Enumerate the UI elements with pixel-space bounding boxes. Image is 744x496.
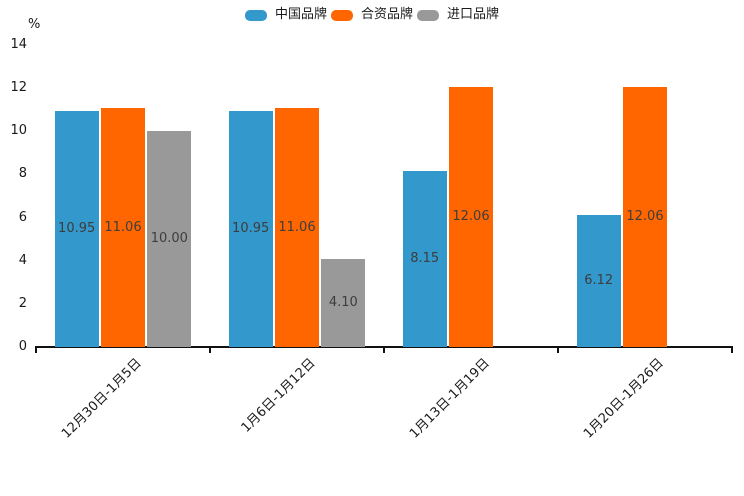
bar-value-label: 10.95 bbox=[232, 220, 270, 236]
y-axis-unit-label: % bbox=[28, 17, 41, 32]
bar-series0-cat1 bbox=[228, 110, 273, 347]
bar-series2-cat0 bbox=[147, 131, 192, 347]
x-tick-mark bbox=[557, 348, 559, 353]
legend-swatch-icon bbox=[244, 9, 267, 21]
legend-item-1[interactable]: 合资品牌 bbox=[329, 6, 415, 24]
bar-value-label: 11.06 bbox=[104, 219, 142, 235]
x-tick-mark bbox=[731, 348, 733, 353]
y-tick-label: 14 bbox=[10, 37, 27, 52]
y-tick-label: 4 bbox=[18, 252, 27, 268]
x-category-label: 1月13日-1月19日 bbox=[406, 355, 493, 442]
bar-value-label: 11.06 bbox=[278, 219, 316, 235]
bar-series2-cat1 bbox=[321, 258, 366, 347]
bar-value-label: 12.06 bbox=[452, 208, 490, 224]
y-tick-label: 10 bbox=[10, 123, 27, 139]
bar-series1-cat3 bbox=[622, 86, 668, 347]
bar-series1-cat1 bbox=[274, 108, 320, 347]
bar-value-label: 6.12 bbox=[584, 272, 614, 288]
bar-value-label: 8.15 bbox=[410, 251, 440, 267]
legend-label: 合资品牌 bbox=[360, 7, 413, 22]
legend-item-0[interactable]: 中国品牌 bbox=[243, 6, 329, 24]
y-tick-label: 0 bbox=[18, 339, 27, 354]
bar-series1-cat0 bbox=[100, 108, 146, 347]
legend-swatch-icon bbox=[330, 9, 353, 21]
x-tick-mark bbox=[383, 348, 385, 353]
bar-value-label: 10.95 bbox=[58, 220, 96, 236]
legend-label: 进口品牌 bbox=[447, 7, 500, 22]
x-tick-mark bbox=[209, 348, 211, 353]
bar-series0-cat2 bbox=[402, 171, 447, 347]
y-tick-label: 8 bbox=[18, 166, 27, 182]
bar-series0-cat0 bbox=[54, 110, 99, 347]
x-axis-line bbox=[35, 346, 733, 348]
bar-value-label: 12.06 bbox=[626, 208, 664, 224]
x-category-label: 12月30日-1月5日 bbox=[58, 355, 145, 442]
legend-swatch-icon bbox=[417, 9, 439, 21]
chart-legend: 中国品牌 合资品牌 进口品牌 bbox=[0, 6, 744, 24]
bar-series1-cat2 bbox=[448, 86, 494, 347]
x-category-label: 1月6日-1月12日 bbox=[238, 355, 319, 436]
y-tick-label: 6 bbox=[18, 209, 27, 225]
legend-item-2[interactable]: 进口品牌 bbox=[415, 6, 501, 24]
bar-value-label: 10.00 bbox=[150, 231, 188, 247]
y-tick-label: 2 bbox=[18, 295, 27, 311]
y-tick-label: 12 bbox=[10, 80, 27, 96]
bar-series0-cat3 bbox=[576, 214, 621, 347]
legend-label: 中国品牌 bbox=[274, 7, 327, 22]
bar-value-label: 4.10 bbox=[328, 294, 358, 310]
x-tick-mark bbox=[35, 348, 37, 353]
x-category-label: 1月20日-1月26日 bbox=[580, 355, 667, 442]
